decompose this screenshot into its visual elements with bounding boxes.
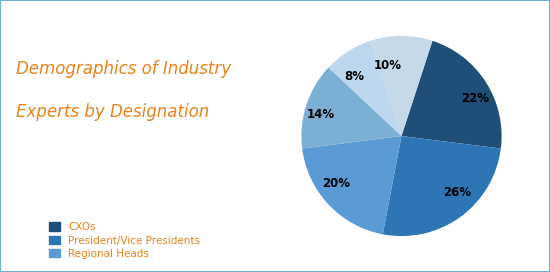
Wedge shape	[383, 136, 501, 236]
Wedge shape	[301, 67, 402, 149]
Text: 14%: 14%	[307, 108, 335, 121]
Text: 10%: 10%	[373, 60, 402, 72]
Text: 26%: 26%	[443, 186, 471, 199]
Text: Experts by Designation: Experts by Designation	[16, 103, 210, 121]
Text: 22%: 22%	[461, 92, 488, 105]
Text: 20%: 20%	[322, 177, 350, 190]
Wedge shape	[371, 36, 432, 136]
Legend: CXOs, President/Vice Presidents, Regional Heads: CXOs, President/Vice Presidents, Regiona…	[49, 222, 200, 259]
Wedge shape	[302, 136, 402, 234]
Text: 8%: 8%	[344, 70, 364, 83]
Text: Demographics of Industry: Demographics of Industry	[16, 60, 232, 78]
Wedge shape	[402, 41, 502, 149]
Wedge shape	[328, 41, 402, 136]
